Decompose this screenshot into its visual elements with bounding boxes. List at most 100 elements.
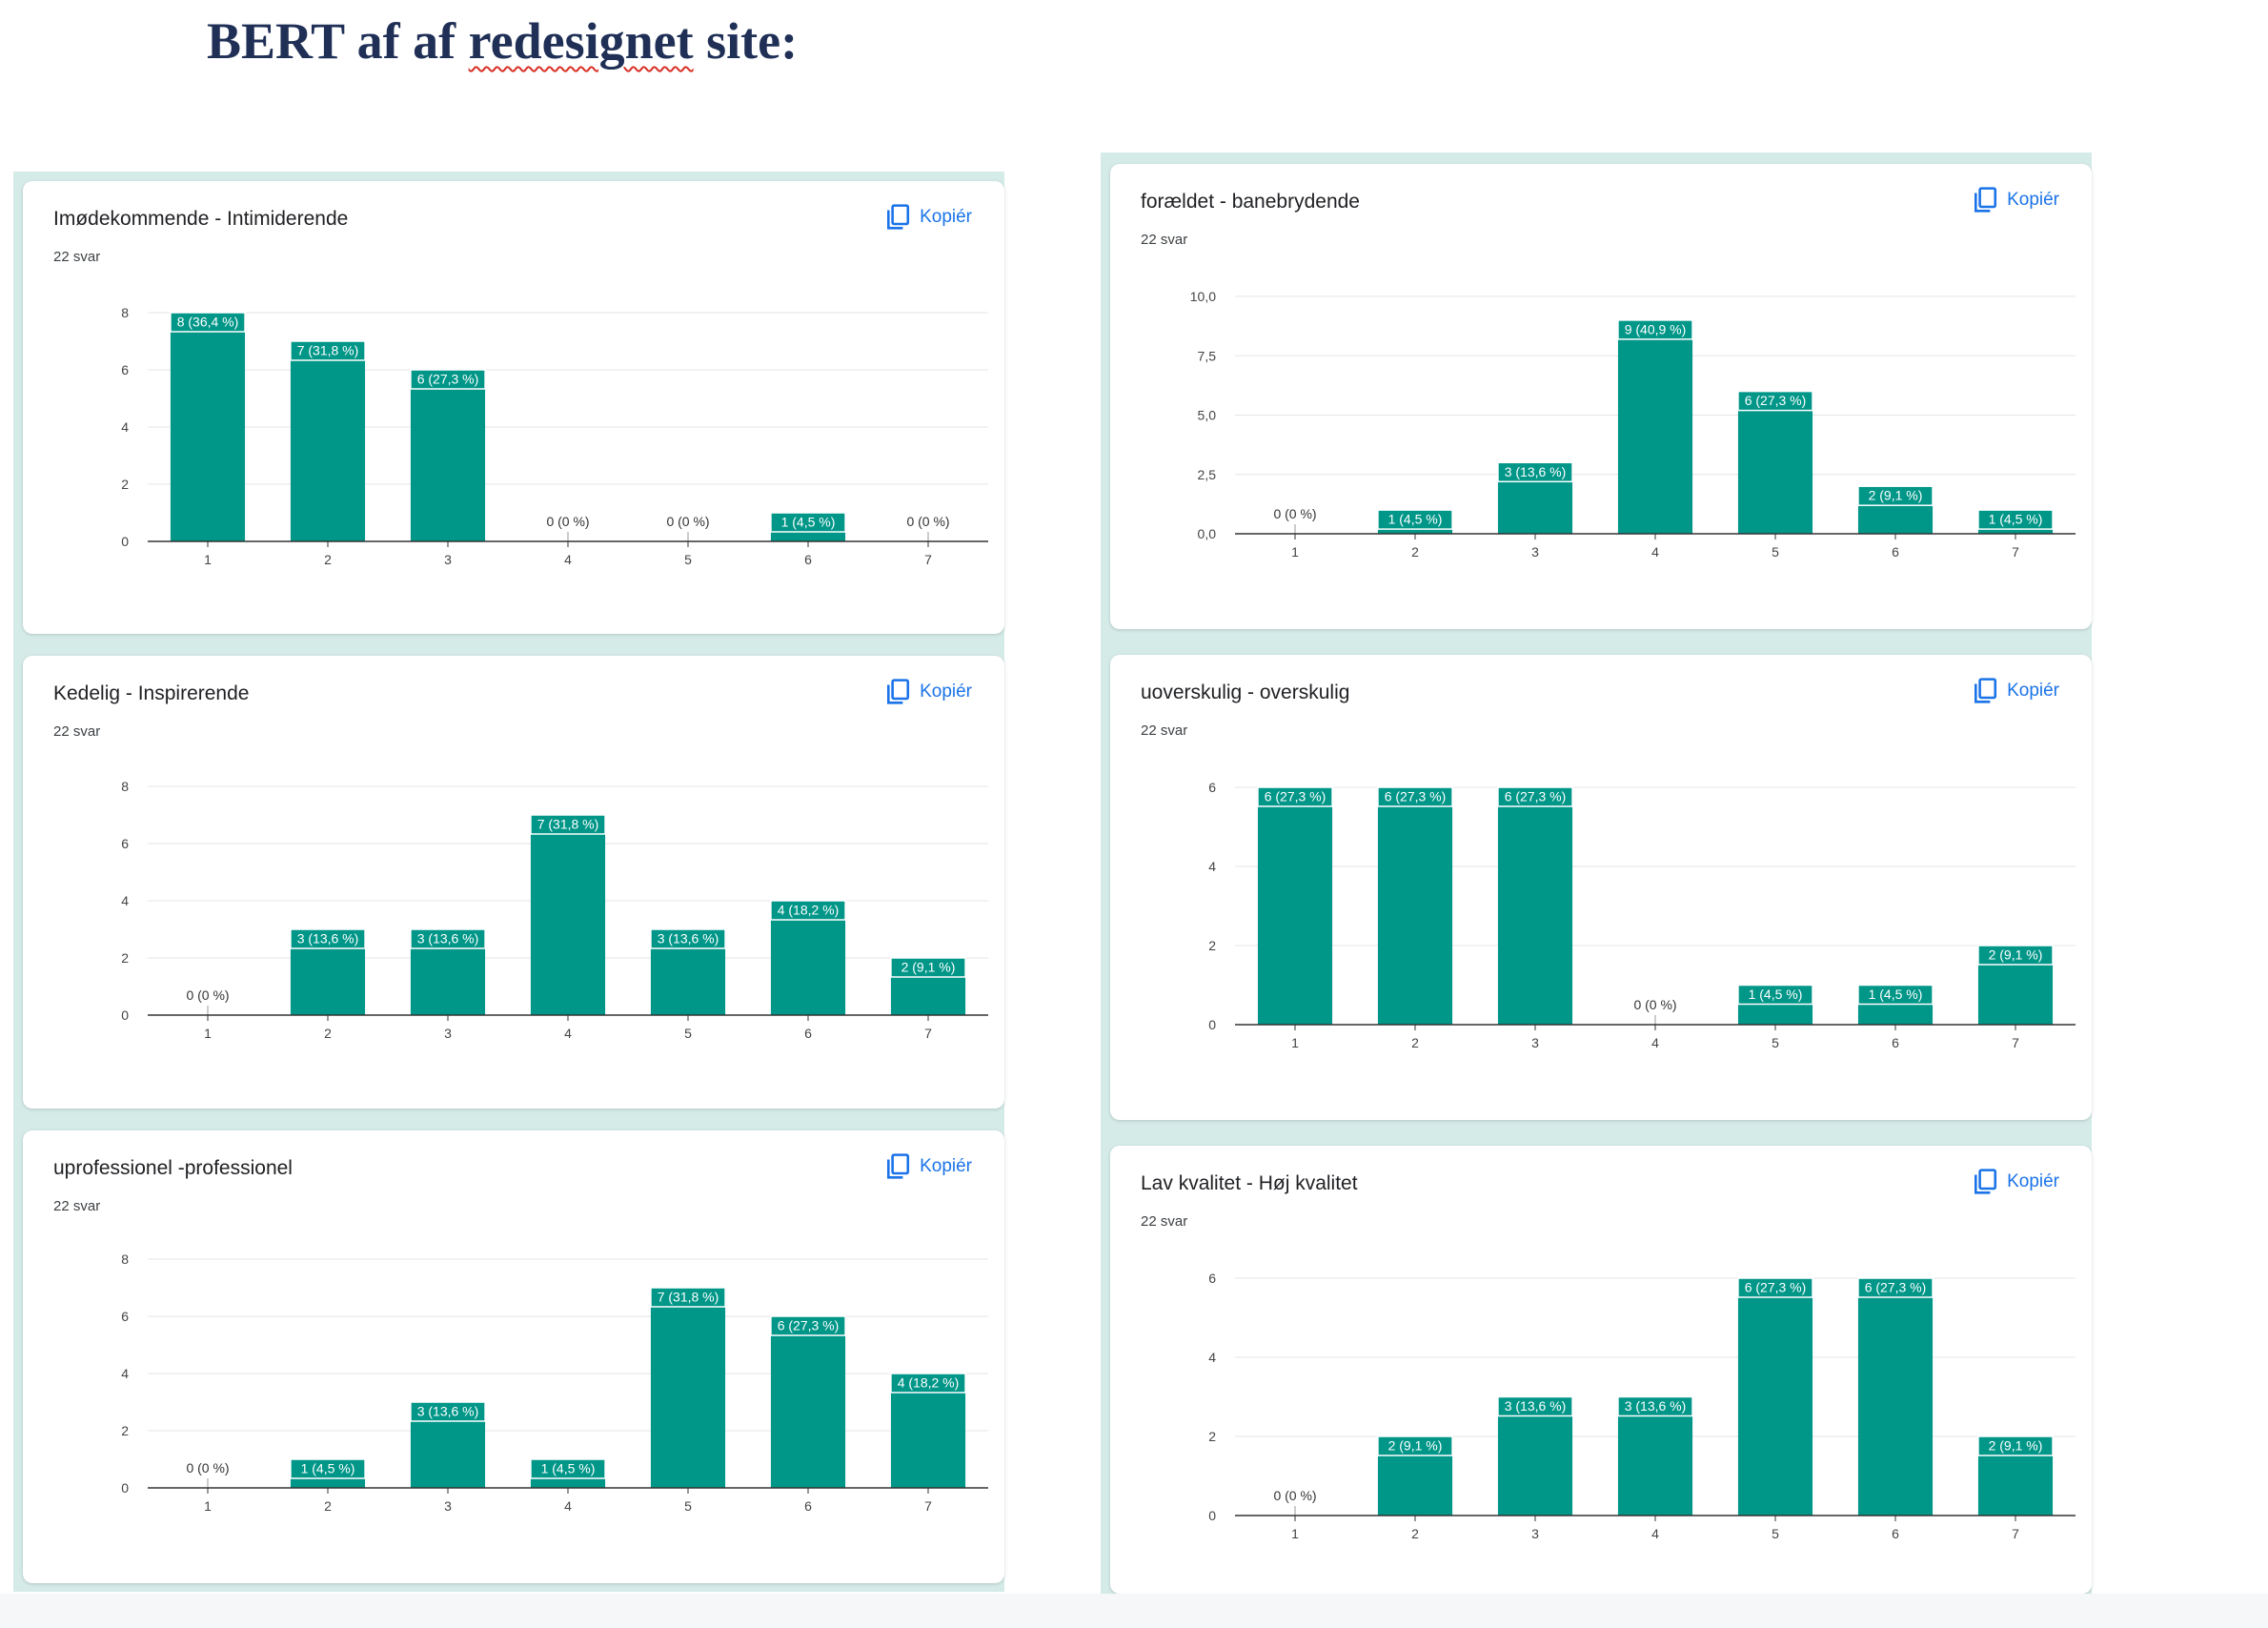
bar (1737, 1278, 1813, 1516)
copy-icon (1974, 678, 1997, 703)
data-label-bg (1257, 786, 1333, 807)
data-label-bg (1737, 1277, 1813, 1298)
x-tick-label: 7 (924, 1498, 932, 1514)
x-tick-label: 6 (1892, 1035, 1899, 1050)
data-label: 6 (27,3 %) (1745, 393, 1807, 408)
card-title: Imødekommende - Intimiderende (53, 208, 349, 230)
data-label-bg (170, 312, 246, 333)
data-label: 3 (13,6 %) (1625, 1398, 1687, 1414)
data-label: 0 (0 %) (1633, 997, 1676, 1012)
x-tick-label: 3 (444, 1026, 452, 1041)
y-tick-label: 4 (121, 1366, 129, 1381)
y-tick-label: 4 (121, 893, 129, 908)
x-tick-label: 4 (1651, 1526, 1659, 1541)
data-label: 0 (0 %) (186, 987, 229, 1003)
data-label-bg (1737, 390, 1813, 412)
copy-icon (887, 204, 910, 230)
x-tick-label: 6 (804, 552, 812, 567)
copy-button[interactable]: Kopiér (885, 679, 972, 705)
data-label: 2 (9,1 %) (1388, 1438, 1443, 1454)
x-tick-label: 5 (1772, 1526, 1779, 1541)
data-label: 2 (9,1 %) (1869, 488, 1923, 503)
data-label: 1 (4,5 %) (541, 1461, 596, 1476)
chart-card-1: Imødekommende - Intimiderende 22 svar Ko… (23, 181, 1004, 634)
copy-button[interactable]: Kopiér (1973, 187, 2059, 214)
x-tick-label: 6 (804, 1498, 812, 1514)
bar-chart: 0 2 4 6 8 0 (0 %) 1 3 (13,6 %) 2 3 (13,6 %) 3 7 (31… (121, 779, 988, 1041)
y-tick-label: 8 (121, 1252, 129, 1267)
y-tick-label: 4 (1208, 859, 1216, 874)
data-label: 6 (27,3 %) (1385, 789, 1447, 804)
chart-card-4: uoverskulig - overskulig 22 svar Kopiér … (1110, 655, 2092, 1120)
y-tick-label: 2 (1208, 938, 1216, 953)
copy-label: Kopiér (920, 207, 972, 227)
bar (1617, 319, 1693, 534)
data-label-bg (890, 957, 966, 978)
copy-button[interactable]: Kopiér (1973, 678, 2059, 704)
card-title: Kedelig - Inspirerende (53, 682, 250, 704)
data-label-bg (890, 1373, 966, 1394)
x-tick-label: 2 (324, 1026, 332, 1041)
bar-chart: 0 2 4 6 6 (27,3 %) 1 6 (27,3 %) 2 6 (27,3 %) 3 0 (… (1208, 780, 2076, 1050)
page-title: BERT af af redesignet site: (207, 11, 798, 71)
x-tick-label: 2 (1411, 544, 1419, 560)
y-tick-label: 2,5 (1198, 467, 1217, 482)
x-tick-label: 1 (1291, 1526, 1299, 1541)
y-tick-label: 0,0 (1198, 526, 1217, 541)
copy-button[interactable]: Kopiér (885, 1153, 972, 1180)
response-count: 22 svar (1141, 1213, 1188, 1230)
data-label: 3 (13,6 %) (417, 931, 479, 946)
copy-label: Kopiér (2007, 1171, 2059, 1191)
data-label: 1 (4,5 %) (1989, 512, 2043, 527)
card-title: uprofessionel -professionel (53, 1157, 293, 1179)
chart-card-6: Lav kvalitet - Høj kvalitet 22 svar Kopi… (1110, 1146, 2092, 1594)
copy-label: Kopiér (920, 682, 972, 702)
y-tick-label: 0 (1208, 1508, 1216, 1523)
copy-button[interactable]: Kopiér (885, 204, 972, 231)
y-tick-label: 7,5 (1198, 348, 1217, 363)
data-label: 0 (0 %) (666, 514, 709, 529)
card-title: forældet - banebrydende (1141, 191, 1360, 213)
y-tick-label: 0 (121, 534, 129, 549)
data-label-bg (410, 369, 486, 390)
x-tick-label: 1 (204, 552, 212, 567)
x-tick-label: 1 (1291, 1035, 1299, 1050)
data-label: 6 (27,3 %) (778, 1318, 840, 1333)
copy-button[interactable]: Kopiér (1973, 1169, 2059, 1195)
data-label: 1 (4,5 %) (781, 515, 836, 530)
y-tick-label: 2 (1208, 1429, 1216, 1444)
data-label-bg (650, 928, 726, 949)
bar (1257, 787, 1333, 1025)
x-tick-label: 5 (684, 1026, 692, 1041)
data-label: 7 (31,8 %) (658, 1290, 719, 1305)
copy-icon (887, 1153, 910, 1179)
data-label-bg (1377, 509, 1453, 530)
data-label-bg (770, 512, 846, 533)
x-tick-label: 7 (2012, 544, 2019, 560)
data-label: 1 (4,5 %) (1388, 512, 1443, 527)
x-tick-label: 4 (564, 1498, 572, 1514)
copy-icon (1974, 187, 1997, 213)
y-tick-label: 2 (121, 477, 129, 492)
x-tick-label: 7 (924, 1026, 932, 1041)
y-tick-label: 10,0 (1190, 289, 1216, 304)
x-tick-label: 6 (804, 1026, 812, 1041)
data-label-bg (1617, 319, 1693, 340)
copy-label: Kopiér (2007, 190, 2059, 210)
y-tick-label: 4 (121, 419, 129, 435)
data-label: 2 (9,1 %) (1989, 947, 2043, 963)
y-tick-label: 6 (1208, 1271, 1216, 1286)
bar (1857, 1278, 1934, 1516)
response-count: 22 svar (53, 249, 101, 265)
y-tick-label: 0 (121, 1480, 129, 1496)
data-label: 7 (31,8 %) (537, 817, 599, 832)
response-count: 22 svar (1141, 232, 1188, 248)
x-tick-label: 2 (324, 552, 332, 567)
data-label: 6 (27,3 %) (1865, 1280, 1927, 1295)
x-tick-label: 5 (1772, 544, 1779, 560)
data-label: 0 (0 %) (906, 514, 949, 529)
data-label: 6 (27,3 %) (1505, 789, 1567, 804)
y-tick-label: 8 (121, 779, 129, 794)
data-label-bg (1497, 1395, 1573, 1417)
y-tick-label: 4 (1208, 1350, 1216, 1365)
